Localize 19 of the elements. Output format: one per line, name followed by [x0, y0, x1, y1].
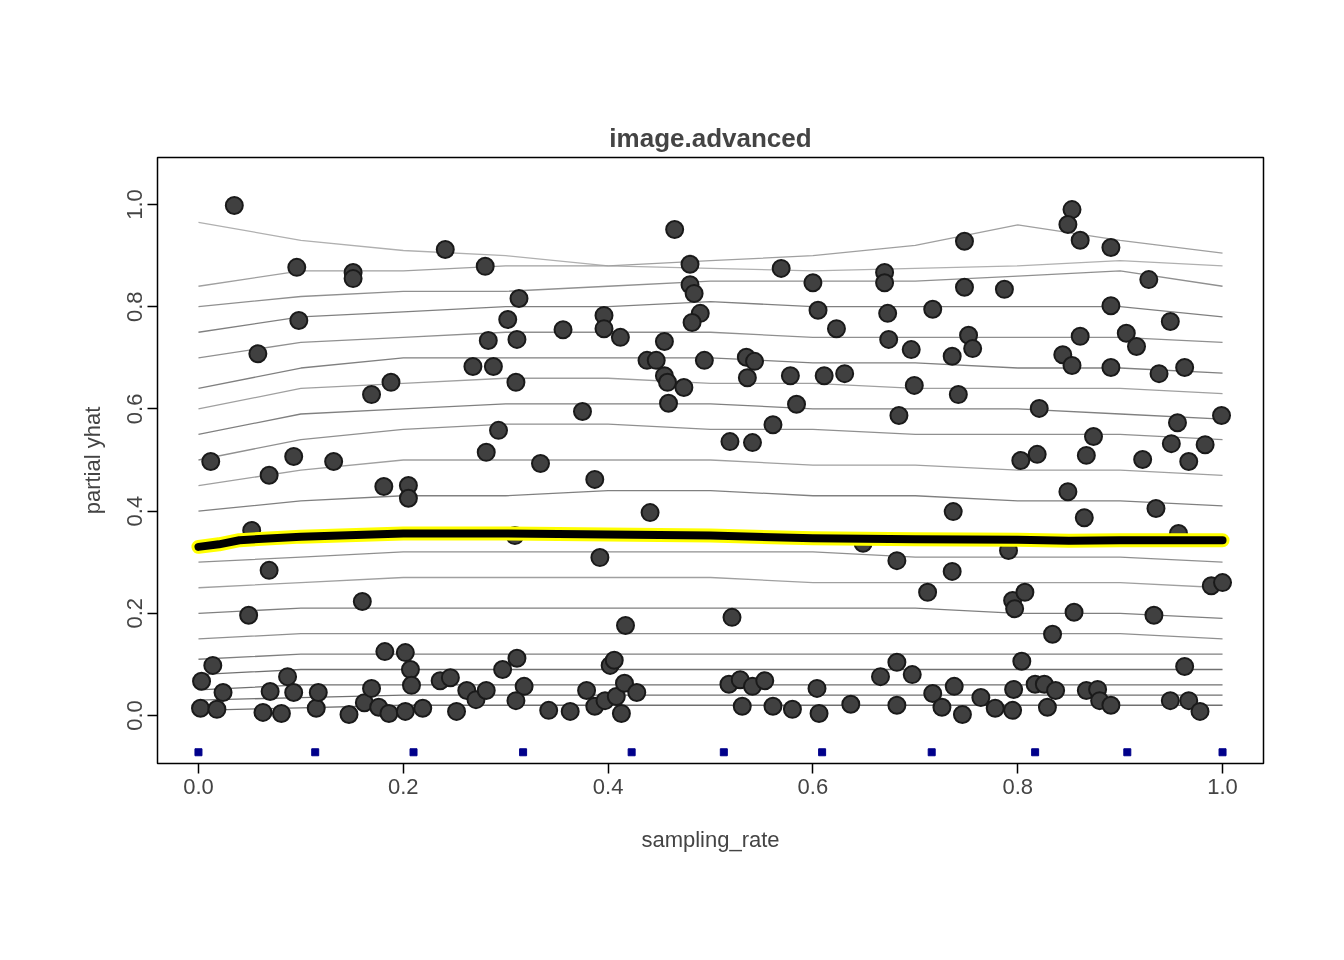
- x-tick-label: 0.6: [797, 773, 829, 799]
- x-tick-label: 1.0: [1207, 773, 1238, 799]
- x-axis-title: sampling_rate: [641, 826, 780, 852]
- x-tick-label: 0.2: [387, 773, 419, 799]
- line-series: [197, 270, 1224, 308]
- chart-title: image.advanced: [609, 122, 812, 153]
- y-tick-label: 0.0: [122, 700, 148, 731]
- x-tick-label: 0.8: [1002, 773, 1034, 799]
- y-axis-title: partial yhat: [79, 406, 105, 515]
- line-series: [197, 490, 1224, 512]
- y-tick-label: 1.0: [122, 189, 148, 220]
- x-tick-label: 0.0: [183, 773, 214, 799]
- line-series: [197, 221, 1224, 272]
- y-tick-label: 0.4: [122, 495, 148, 527]
- y-tick-label: 0.8: [122, 291, 148, 322]
- y-tick-label: 0.2: [122, 597, 148, 629]
- y-tick-label: 0.6: [122, 393, 148, 425]
- line-series: [197, 224, 1224, 287]
- x-tick-label: 0.4: [592, 773, 624, 799]
